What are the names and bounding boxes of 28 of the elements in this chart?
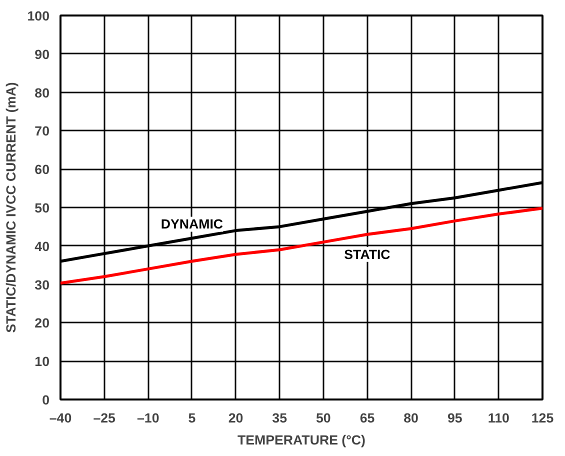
x-tick-label: 50 bbox=[316, 410, 331, 426]
x-tick-label: 65 bbox=[360, 410, 376, 426]
x-tick-label: 80 bbox=[404, 410, 418, 426]
y-tick-label: 50 bbox=[34, 200, 50, 216]
y-tick-label: 40 bbox=[34, 238, 50, 254]
x-tick-label: –25 bbox=[93, 410, 116, 426]
series-label: STATIC bbox=[344, 246, 391, 262]
x-tick-label: 110 bbox=[488, 410, 510, 426]
y-axis-title: STATIC/DYNAMIC IVCC CURRENT (mA) bbox=[3, 82, 18, 333]
y-tick-label: 100 bbox=[27, 8, 50, 24]
y-tick-label: 90 bbox=[34, 46, 50, 62]
x-tick-label: 5 bbox=[188, 410, 196, 426]
x-tick-label: –10 bbox=[137, 410, 160, 426]
y-tick-label: 0 bbox=[42, 392, 50, 408]
x-tick-label: 20 bbox=[228, 410, 244, 426]
x-tick-label: –40 bbox=[49, 410, 72, 426]
y-tick-label: 20 bbox=[34, 316, 50, 331]
y-tick-label: 30 bbox=[34, 277, 50, 292]
line-series bbox=[60, 206, 542, 285]
y-tick-label: 10 bbox=[34, 354, 50, 370]
y-tick-label: 60 bbox=[34, 162, 50, 178]
y-tick-label: 80 bbox=[34, 85, 50, 100]
x-axis-title: TEMPERATURE (°C) bbox=[238, 432, 366, 448]
series-label: DYNAMIC bbox=[160, 216, 224, 232]
x-tick-label: 35 bbox=[272, 410, 288, 426]
x-tick-label: 95 bbox=[447, 410, 463, 426]
y-tick-label: 70 bbox=[34, 124, 50, 139]
x-tick-label: 125 bbox=[531, 410, 554, 426]
